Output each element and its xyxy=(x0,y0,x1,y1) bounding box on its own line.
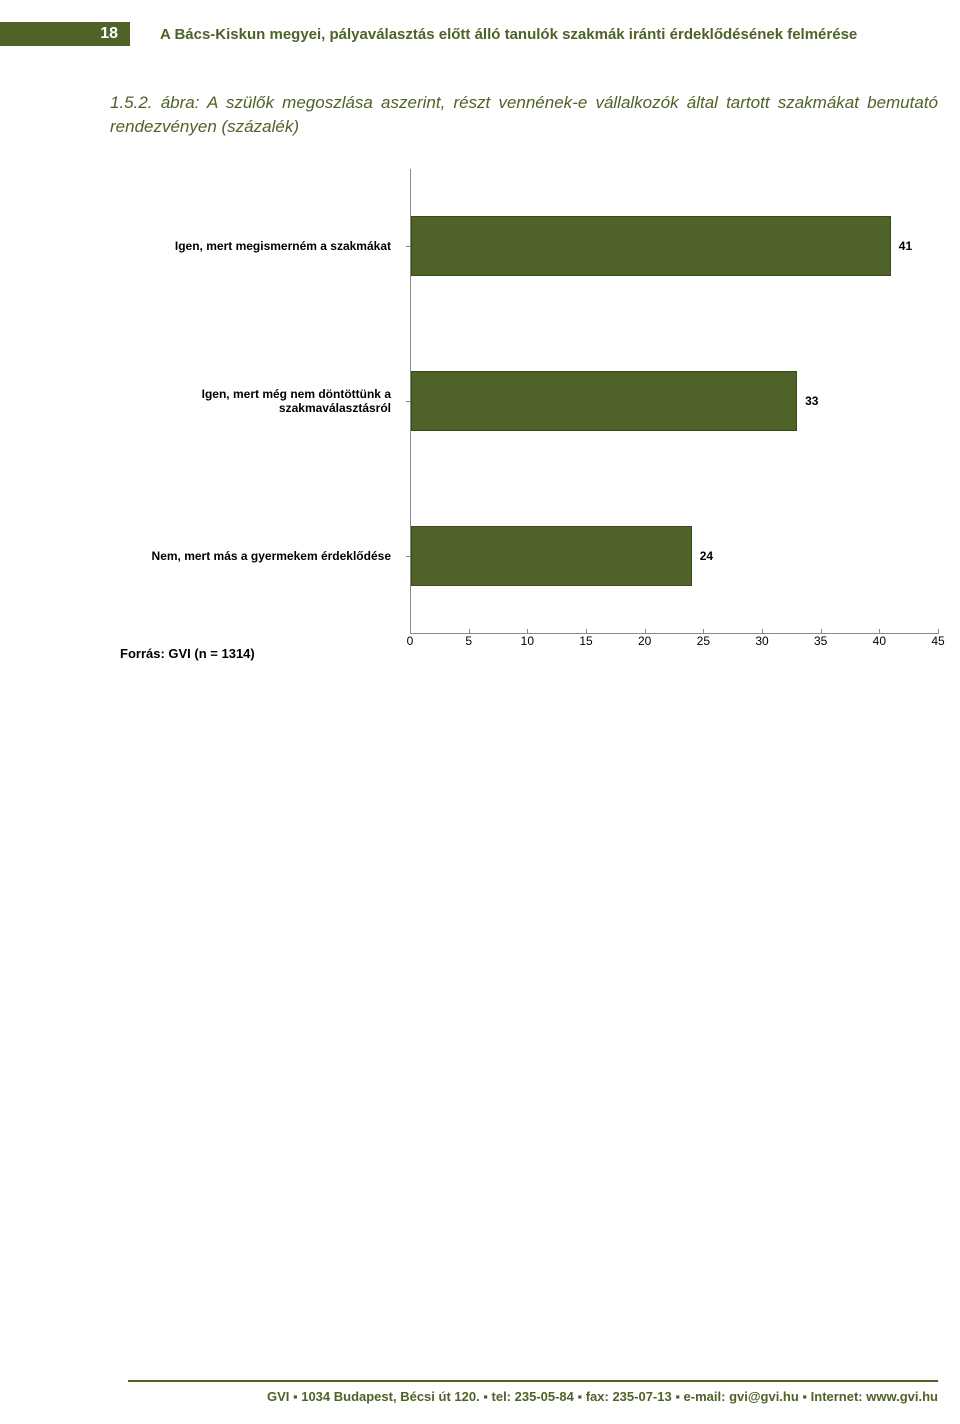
bar-value: 24 xyxy=(700,549,713,563)
x-axis: 051015202530354045 xyxy=(410,634,938,654)
page-number-box: 18 xyxy=(0,22,130,46)
bar-row: Igen, mert megismerném a szakmákat41 xyxy=(411,216,938,276)
x-tick-label: 20 xyxy=(638,634,651,648)
bar-label: Igen, mert még nem döntöttünk a szakmavá… xyxy=(111,387,401,415)
footer-text: GVI ▪ 1034 Budapest, Bécsi út 120. ▪ tel… xyxy=(128,1389,938,1404)
bar-row: Igen, mert még nem döntöttünk a szakmavá… xyxy=(411,371,938,431)
x-tick-label: 35 xyxy=(814,634,827,648)
page-number: 18 xyxy=(100,25,118,43)
plot-area: Igen, mert megismerném a szakmákat41 Igen… xyxy=(410,169,938,634)
bar: 41 xyxy=(411,216,891,276)
x-tick-label: 40 xyxy=(873,634,886,648)
bar-value: 33 xyxy=(805,394,818,408)
bar-label: Nem, mert más a gyermekem érdeklődése xyxy=(111,549,401,563)
bar: 33 xyxy=(411,371,797,431)
figure-caption: 1.5.2. ábra: A szülők megoszlása aszerin… xyxy=(110,91,938,139)
bar-chart: Igen, mert megismerném a szakmákat41Igen… xyxy=(110,169,938,679)
x-tick-label: 30 xyxy=(755,634,768,648)
footer-divider xyxy=(128,1380,938,1382)
bar-row: Nem, mert más a gyermekem érdeklődése24 xyxy=(411,526,938,586)
header-row: 18 A Bács-Kiskun megyei, pályaválasztás … xyxy=(0,0,960,46)
x-tick-label: 25 xyxy=(697,634,710,648)
bar-label: Igen, mert megismerném a szakmákat xyxy=(111,239,401,253)
bar-value: 41 xyxy=(899,239,912,253)
x-tick-label: 15 xyxy=(579,634,592,648)
chart-source: Forrás: GVI (n = 1314) xyxy=(120,646,255,661)
x-tick-label: 5 xyxy=(465,634,472,648)
x-tick-label: 10 xyxy=(521,634,534,648)
header-title: A Bács-Kiskun megyei, pályaválasztás elő… xyxy=(160,26,857,43)
x-tick-label: 45 xyxy=(931,634,944,648)
bar: 24 xyxy=(411,526,692,586)
x-tick-label: 0 xyxy=(407,634,414,648)
